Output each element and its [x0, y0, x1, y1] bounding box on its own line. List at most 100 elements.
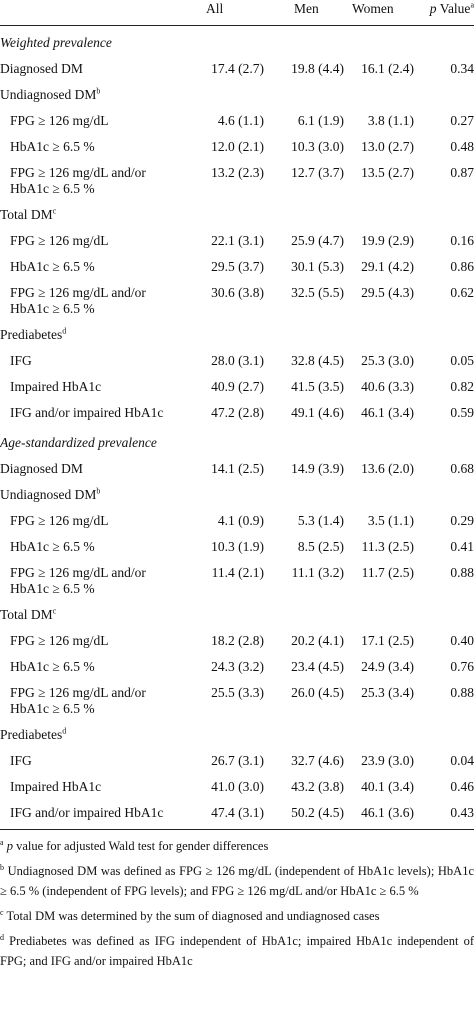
rule: [0, 829, 474, 830]
cell-value: 0.29: [450, 513, 474, 528]
cell-value: 29.5 (4.3): [361, 285, 414, 300]
cell-value: 0.87: [450, 165, 474, 180]
row-label-cell: FPG ≥ 126 mg/dL and/or HbA1c ≥ 6.5 %: [0, 280, 186, 322]
cell-value: 22.1 (3.1): [211, 233, 264, 248]
row-label-cell: Total DMc: [0, 202, 474, 228]
row-label-cell: IFG and/or impaired HbA1c: [0, 400, 186, 426]
cell-value: 17.4 (2.7): [211, 61, 264, 76]
row-label-cell: Undiagnosed DMb: [0, 82, 474, 108]
row-label-cell: Prediabetesd: [0, 722, 474, 748]
data-row: Prediabetesd: [0, 722, 474, 748]
cell-value: 13.2 (2.3): [211, 165, 264, 180]
cell-value: 28.0 (3.1): [211, 353, 264, 368]
row-label: FPG ≥ 126 mg/dL: [10, 113, 109, 128]
row-label: HbA1c ≥ 6.5 %: [10, 659, 95, 674]
data-row: IFG 28.0 (3.1) 32.8 (4.5) 25.3 (3.0) 0.05: [0, 348, 474, 374]
cell-value: 11.3 (2.5): [361, 539, 414, 554]
row-label-cell: Prediabetesd: [0, 322, 474, 348]
table-wrap: All Men Women p Valuea Weighted prevalen…: [0, 0, 474, 968]
cell-value: 0.41: [450, 539, 474, 554]
cell-value: 30.1 (5.3): [291, 259, 344, 274]
row-label-cell: FPG ≥ 126 mg/dL: [0, 108, 186, 134]
p-sup: a: [470, 0, 474, 10]
cell-value: 0.59: [450, 405, 474, 420]
data-row: HbA1c ≥ 6.5 % 12.0 (2.1) 10.3 (3.0) 13.0 (2…: [0, 134, 474, 160]
row-label: Diagnosed DM: [0, 461, 83, 476]
column-header: Women: [344, 0, 414, 26]
cell-value: 46.1 (3.6): [361, 805, 414, 820]
footnote-text: value for adjusted Wald test for gender …: [16, 839, 269, 853]
data-row: FPG ≥ 126 mg/dL and/or HbA1c ≥ 6.5 % 13.2…: [0, 160, 474, 202]
row-label-cell: Impaired HbA1c: [0, 374, 186, 400]
section-row: Age-standardized prevalence: [0, 426, 474, 456]
row-label-cell: Total DMc: [0, 602, 474, 628]
data-row: Undiagnosed DMb: [0, 82, 474, 108]
cell-value: 32.5 (5.5): [291, 285, 344, 300]
header-blank: [0, 0, 186, 26]
row-label-cell: FPG ≥ 126 mg/dL: [0, 508, 186, 534]
cell-value: 10.3 (1.9): [211, 539, 264, 554]
cell-value: 24.9 (3.4): [361, 659, 414, 674]
cell-value: 0.88: [450, 685, 474, 700]
row-label-cell: HbA1c ≥ 6.5 %: [0, 654, 186, 680]
cell-value: 0.88: [450, 565, 474, 580]
footnote-mark: a: [0, 837, 4, 847]
cell-value: 8.5 (2.5): [297, 539, 344, 554]
cell-value: 23.9 (3.0): [361, 753, 414, 768]
cell-value: 29.1 (4.2): [361, 259, 414, 274]
cell-value: 25.3 (3.0): [361, 353, 414, 368]
row-label-cell: HbA1c ≥ 6.5 %: [0, 254, 186, 280]
cell-value: 12.0 (2.1): [211, 139, 264, 154]
section-title: Age-standardized prevalence: [0, 435, 157, 450]
cell-value: 14.9 (3.9): [291, 461, 344, 476]
row-label-sup: c: [52, 206, 57, 216]
p-text: Value: [439, 1, 471, 16]
row-label-cell: HbA1c ≥ 6.5 %: [0, 534, 186, 560]
row-label: FPG ≥ 126 mg/dL and/or HbA1c ≥ 6.5 %: [10, 285, 146, 316]
data-row: HbA1c ≥ 6.5 % 10.3 (1.9) 8.5 (2.5) 11.3 (2.…: [0, 534, 474, 560]
cell-value: 12.7 (3.7): [291, 165, 344, 180]
cell-value: 25.3 (3.4): [361, 685, 414, 700]
footnote: a p value for adjusted Wald test for gen…: [0, 836, 474, 856]
row-label: FPG ≥ 126 mg/dL: [10, 633, 109, 648]
cell-value: 3.5 (1.1): [367, 513, 414, 528]
cell-value: 30.6 (3.8): [211, 285, 264, 300]
cell-value: 13.5 (2.7): [361, 165, 414, 180]
cell-value: 0.34: [450, 61, 474, 76]
cell-value: 0.27: [450, 113, 474, 128]
cell-value: 13.0 (2.7): [361, 139, 414, 154]
data-row: Total DMc: [0, 202, 474, 228]
cell-value: 0.62: [450, 285, 474, 300]
data-row: IFG 26.7 (3.1) 32.7 (4.6) 23.9 (3.0) 0.04: [0, 748, 474, 774]
row-label-cell: IFG: [0, 348, 186, 374]
row-label: HbA1c ≥ 6.5 %: [10, 259, 95, 274]
cell-value: 50.2 (4.5): [291, 805, 344, 820]
cell-value: 0.04: [450, 753, 474, 768]
cell-value: 0.82: [450, 379, 474, 394]
cell-value: 43.2 (3.8): [291, 779, 344, 794]
data-row: HbA1c ≥ 6.5 % 24.3 (3.2) 23.4 (4.5) 24.9 (3…: [0, 654, 474, 680]
row-label-cell: FPG ≥ 126 mg/dL and/or HbA1c ≥ 6.5 %: [0, 680, 186, 722]
cell-value: 46.1 (3.4): [361, 405, 414, 420]
row-label-cell: FPG ≥ 126 mg/dL: [0, 628, 186, 654]
cell-value: 13.6 (2.0): [361, 461, 414, 476]
cell-value: 41.0 (3.0): [211, 779, 264, 794]
cell-value: 47.2 (2.8): [211, 405, 264, 420]
data-row: FPG ≥ 126 mg/dL and/or HbA1c ≥ 6.5 % 25.5…: [0, 680, 474, 722]
cell-value: 26.7 (3.1): [211, 753, 264, 768]
section-title: Weighted prevalence: [0, 35, 112, 50]
cell-value: 4.6 (1.1): [217, 113, 264, 128]
row-label: Diagnosed DM: [0, 61, 83, 76]
row-label-cell: FPG ≥ 126 mg/dL and/or HbA1c ≥ 6.5 %: [0, 160, 186, 202]
cell-value: 16.1 (2.4): [361, 61, 414, 76]
row-label-cell: Undiagnosed DMb: [0, 482, 474, 508]
section-row: Weighted prevalence: [0, 26, 474, 57]
cell-value: 40.6 (3.3): [361, 379, 414, 394]
footnote-mark: b: [0, 862, 4, 872]
cell-value: 0.16: [450, 233, 474, 248]
footnote-mark: d: [0, 932, 4, 942]
data-row: FPG ≥ 126 mg/dL 18.2 (2.8) 20.2 (4.1) 17.1 …: [0, 628, 474, 654]
cell-value: 0.48: [450, 139, 474, 154]
cell-value: 32.7 (4.6): [291, 753, 344, 768]
row-label-cell: IFG: [0, 748, 186, 774]
